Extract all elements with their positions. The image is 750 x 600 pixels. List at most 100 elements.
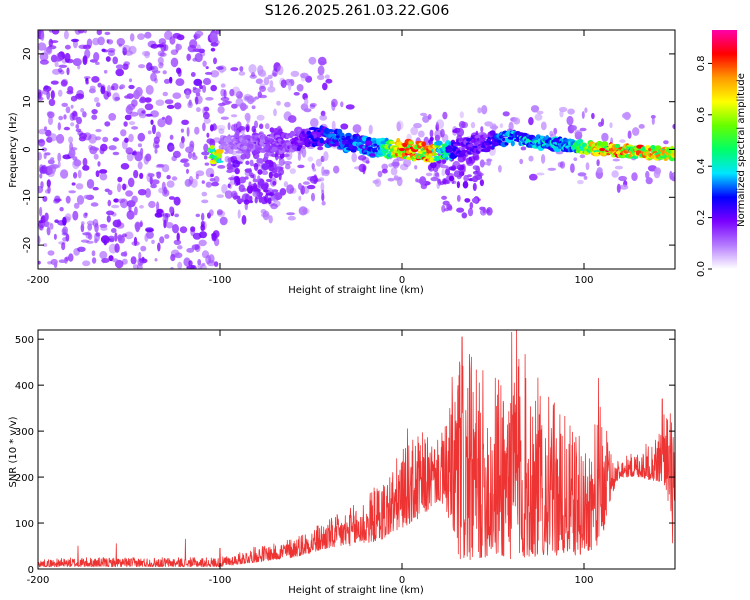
spectrogram-cell [483,161,491,166]
spectrogram-cell [273,108,277,117]
spectrogram-cell [627,130,632,139]
spectrogram-cell [396,120,404,130]
spectrogram-cell [601,132,609,142]
spectrogram-cell [192,232,202,240]
spectrogram-cell [82,111,87,118]
spectrogram-cell [265,123,270,130]
spectrogram-cell [218,128,225,135]
spectrogram-cell [557,161,564,168]
spectrogram-cell [271,146,278,152]
spectrogram-cell [115,64,124,70]
spectrogram-cell [80,223,85,233]
spectrogram-cell [290,70,300,77]
spectrogram-cell [591,112,595,120]
spectrogram-cell [471,197,479,204]
spectrogram-cell [82,165,90,171]
spectrogram-cell [302,181,310,185]
spectrogram-cell [43,126,48,132]
spectrogram-cell [164,99,174,105]
spectrogram-cell [246,185,254,194]
spectrogram-cell [204,162,210,166]
spectrogram-cell [193,78,203,86]
spectrogram-cell [248,64,257,74]
spectrogram-cell [549,130,554,137]
spectrogram-cell [303,108,312,113]
spectrogram-cell [200,220,205,228]
spectrogram-cell [95,170,100,178]
spectrogram-cell [171,176,178,181]
spectrogram-cell [645,177,653,185]
spectrogram-cell [58,64,68,69]
spectrogram-cell [235,134,240,139]
spectrogram-cell [119,84,126,89]
spectrogram-cell [199,264,207,269]
spectrogram-cell [126,93,134,99]
colorbar-tick-label: 0.0 [696,261,707,277]
spectrogram-cell [53,233,57,240]
spectrogram-cell [445,168,450,176]
spectrogram-cell [194,52,203,63]
spectrogram-cell [100,85,106,95]
spectrogram-data [38,30,675,269]
spectrogram-cell [327,129,335,133]
spectrogram-cell [43,85,49,90]
spectrogram-cell [456,207,465,213]
spectrogram-cell [157,242,161,252]
spectrogram-cell [101,258,110,263]
spectrogram-cell [245,150,250,153]
spectrogram-cell [104,31,111,36]
spectrogram-cell [114,232,118,242]
spectrogram-cell [381,168,388,174]
spectrogram-cell [490,146,495,150]
spectrogram-cell [584,107,588,113]
spectrogram-cell [319,114,328,121]
spectrogram-cell [157,118,166,128]
spectrogram-cell [86,179,95,189]
spectrogram-cell [92,147,100,152]
spectrogram-cell [470,121,476,129]
spectrogram-cell [240,102,247,112]
spectrogram-cell [186,127,190,137]
spectrogram-cell [82,55,88,66]
spectrogram-cell [392,158,400,169]
spectrogram-cell [627,144,633,147]
spectrogram-cell [199,84,203,90]
spectrogram-cell [434,172,440,177]
spectrogram-cell [273,192,283,201]
spectrogram-cell [229,88,235,97]
spectrogram-cell [499,123,504,129]
spectrogram-cell [139,97,146,104]
spectrogram-cell [351,152,358,163]
spectrogram-cell [169,134,174,140]
spectrogram-cell [38,152,42,161]
spectrogram-cell [120,129,127,137]
spectrogram-cell [128,45,137,55]
spectrogram-cell [68,148,76,158]
spectrogram-cell [399,163,409,171]
spectrogram-cell [169,77,173,82]
spectrogram-cell [144,51,151,59]
spectrogram-cell [227,122,231,131]
spectrogram-cell [144,233,149,242]
spectrogram-cell [259,85,266,92]
spectrogram-cell [163,186,168,195]
spectrogram-cell [420,112,427,117]
spectrogram-cell [39,173,43,179]
spectrogram-cell [621,154,626,158]
spectrogram-cell [307,156,314,162]
spectrogram-cell [559,110,564,118]
spectrogram-cell [137,132,146,142]
spectrogram-cell [46,111,53,116]
spectrogram-cell [155,99,165,106]
spectrogram-cell [45,189,50,194]
spectrogram-cell [502,111,510,117]
spectrogram-cell [38,89,42,96]
spectrogram-cell [242,188,248,192]
colorbar-tick-label: 0.2 [696,210,707,226]
spectrogram-cell [156,208,164,214]
spectrogram-cell [296,84,304,92]
spectrogram-cell [293,92,300,96]
spectrogram-cell [220,88,226,97]
spectrogram-cell [42,243,48,247]
spectrogram-cell [323,127,330,134]
